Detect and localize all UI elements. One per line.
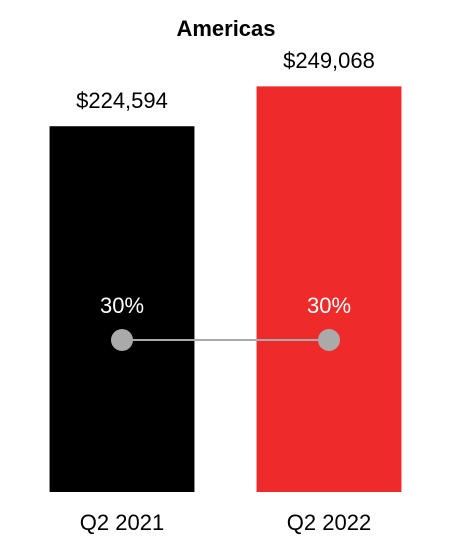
line-point — [318, 329, 340, 351]
line-point — [111, 329, 133, 351]
value-label: 30% — [100, 293, 144, 318]
x-tick-label: Q2 2021 — [80, 510, 164, 535]
value-label: $249,068 — [283, 48, 375, 73]
x-tick-label: Q2 2022 — [287, 510, 371, 535]
chart-title: Americas — [176, 16, 275, 41]
value-label: $224,594 — [76, 88, 168, 113]
bar — [49, 126, 195, 492]
bar — [256, 86, 402, 492]
value-label: 30% — [307, 293, 351, 318]
